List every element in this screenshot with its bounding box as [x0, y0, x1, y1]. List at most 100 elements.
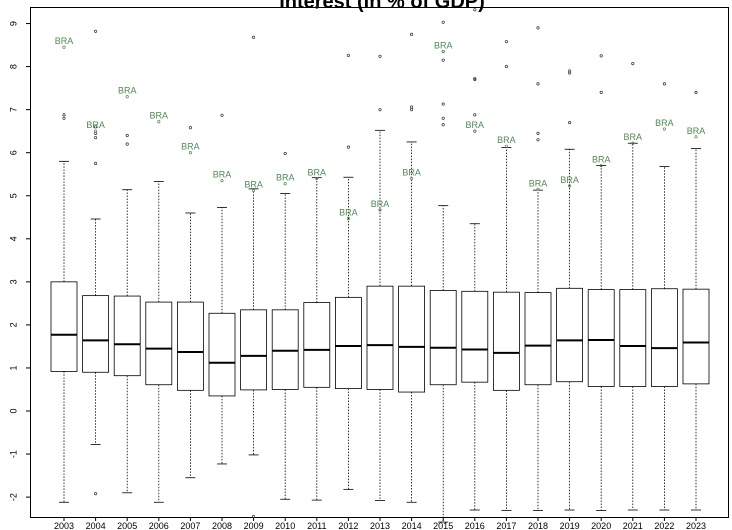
- outlier-point: [410, 108, 414, 112]
- box-2003: [50, 113, 78, 503]
- box-2016: [461, 8, 489, 511]
- outlier-point: [410, 105, 414, 109]
- iqr-box: [429, 290, 457, 386]
- outlier-point: [631, 62, 635, 66]
- x-tick-label: 2019: [560, 521, 580, 530]
- y-tick-label: -2: [8, 493, 18, 501]
- outlier-point: [188, 126, 192, 130]
- outlier-point: [441, 116, 445, 120]
- iqr-box: [619, 289, 647, 387]
- x-tick-label: 2013: [370, 521, 390, 530]
- outlier-point: [536, 26, 540, 30]
- outlier-point: [536, 138, 540, 142]
- annotation-point: [346, 217, 350, 221]
- x-tick-label: 2012: [338, 521, 358, 530]
- annotation-point: [315, 176, 319, 181]
- outlier-point: [662, 82, 666, 86]
- iqr-box: [398, 285, 426, 393]
- outlier-point: [473, 77, 477, 81]
- iqr-box: [524, 292, 552, 386]
- outlier-point: [536, 82, 540, 86]
- box-2017: [492, 40, 520, 511]
- outlier-point: [94, 492, 98, 496]
- box-2009: [240, 35, 268, 519]
- box-2011: [303, 5, 331, 501]
- x-tick-label: 2006: [149, 521, 169, 530]
- iqr-box: [303, 302, 331, 388]
- outlier-point: [62, 113, 66, 117]
- outlier-point: [94, 161, 98, 166]
- iqr-box: [651, 288, 678, 387]
- outlier-point: [441, 58, 445, 62]
- annotation-label: BRA: [150, 111, 169, 121]
- outlier-point: [504, 40, 508, 44]
- annotation-label: BRA: [560, 175, 579, 185]
- annotation-label: BRA: [655, 118, 674, 128]
- iqr-box: [366, 285, 394, 390]
- annotation-label: BRA: [276, 173, 295, 183]
- annotation-point: [62, 45, 66, 49]
- annotation-label: BRA: [339, 208, 358, 218]
- iqr-box: [271, 309, 299, 390]
- iqr-box: [587, 289, 615, 387]
- x-tick-label: 2016: [465, 521, 485, 530]
- y-tick-label: 5: [8, 193, 18, 198]
- box-2007: [176, 126, 204, 479]
- iqr-box: [82, 295, 109, 373]
- outlier-point: [568, 69, 572, 73]
- outlier-point: [283, 152, 287, 156]
- x-tick-label: 2017: [496, 521, 516, 530]
- annotation-point: [568, 184, 572, 188]
- outlier-point: [125, 142, 129, 146]
- annotation-label: BRA: [687, 126, 706, 136]
- x-tick-label: 2022: [654, 521, 674, 530]
- annotation-point: [410, 176, 414, 181]
- outlier-point: [473, 113, 477, 117]
- outlier-point: [94, 136, 98, 140]
- iqr-box: [334, 296, 362, 390]
- annotation-label: BRA: [181, 142, 200, 152]
- outlier-point: [378, 108, 382, 112]
- outlier-point: [62, 116, 66, 120]
- box-2010: [271, 152, 299, 500]
- x-tick-label: 2023: [686, 521, 706, 530]
- outlier-point: [94, 29, 98, 33]
- box-2012: [334, 53, 362, 490]
- outlier-point: [346, 145, 350, 149]
- annotation-label: BRA: [592, 155, 611, 165]
- outlier-point: [441, 20, 445, 24]
- x-tick-label: 2014: [402, 521, 422, 530]
- x-tick-label: 2015: [433, 521, 453, 530]
- y-tick-label: 6: [8, 150, 18, 155]
- annotation-point: [125, 95, 129, 99]
- annotation-label: BRA: [466, 120, 485, 130]
- outlier-point: [599, 90, 603, 94]
- iqr-box: [682, 288, 710, 385]
- iqr-box: [113, 295, 141, 377]
- annotation-point: [536, 187, 540, 191]
- annotation-layer: BRA BRA BRA BRA BRA BRA BRA BRA BRA BRA BRA BRA BRA B…: [55, 36, 706, 221]
- x-tick-label: 2020: [591, 521, 611, 530]
- box-2005: [113, 133, 141, 494]
- annotation-label: BRA: [55, 36, 74, 46]
- annotation-point: [662, 127, 666, 131]
- iqr-box: [145, 301, 173, 386]
- box-2021: [619, 62, 647, 511]
- box-2013: [366, 54, 394, 501]
- annotation-point: [378, 208, 382, 212]
- iqr-box: [176, 301, 204, 391]
- annotation-point: [441, 49, 445, 54]
- y-tick-label: -1: [8, 450, 18, 458]
- annotation-point: [188, 151, 192, 155]
- annotation-label: BRA: [244, 180, 263, 190]
- outlier-point: [536, 131, 540, 135]
- annotation-label: BRA: [434, 41, 453, 51]
- outlier-point: [220, 113, 224, 117]
- box-2023: [682, 90, 710, 511]
- box-2008: [208, 113, 236, 465]
- outlier-point: [599, 54, 603, 58]
- y-tick-label: 1: [8, 365, 18, 370]
- box-series: [50, 5, 710, 523]
